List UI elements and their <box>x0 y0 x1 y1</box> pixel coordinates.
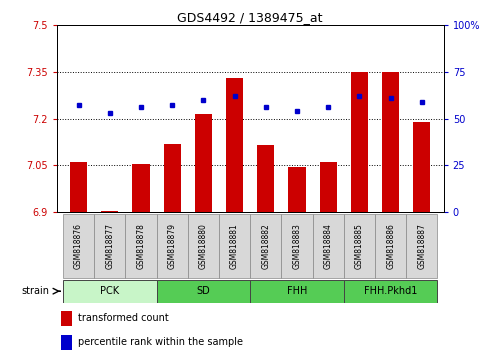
Text: GSM818877: GSM818877 <box>105 223 114 269</box>
Text: GSM818881: GSM818881 <box>230 223 239 269</box>
Text: GSM818879: GSM818879 <box>168 223 176 269</box>
Bar <box>125 214 157 278</box>
Text: SD: SD <box>197 286 210 296</box>
Bar <box>157 280 250 303</box>
Text: GSM818886: GSM818886 <box>386 223 395 269</box>
Bar <box>250 280 344 303</box>
Text: GSM818884: GSM818884 <box>324 223 333 269</box>
Text: GSM818882: GSM818882 <box>261 223 270 269</box>
Bar <box>313 214 344 278</box>
Bar <box>101 211 118 212</box>
Bar <box>382 72 399 212</box>
Title: GDS4492 / 1389475_at: GDS4492 / 1389475_at <box>177 11 323 24</box>
Bar <box>164 144 181 212</box>
Bar <box>282 214 313 278</box>
Bar <box>219 214 250 278</box>
Bar <box>133 164 149 212</box>
Text: transformed count: transformed count <box>78 313 169 323</box>
Bar <box>94 214 125 278</box>
Text: PCK: PCK <box>100 286 119 296</box>
Bar <box>319 162 337 212</box>
Text: GSM818887: GSM818887 <box>418 223 426 269</box>
Bar <box>257 145 275 212</box>
Text: GSM818878: GSM818878 <box>137 223 145 269</box>
Bar <box>406 214 437 278</box>
Text: percentile rank within the sample: percentile rank within the sample <box>78 337 243 347</box>
Text: FHH.Pkhd1: FHH.Pkhd1 <box>364 286 418 296</box>
Bar <box>195 114 212 212</box>
Text: GSM818880: GSM818880 <box>199 223 208 269</box>
Bar <box>63 280 157 303</box>
Bar <box>375 214 406 278</box>
Bar <box>61 311 72 326</box>
Bar <box>70 162 87 212</box>
Bar <box>250 214 282 278</box>
Bar <box>288 167 306 212</box>
Bar <box>413 122 430 212</box>
Bar <box>61 335 72 349</box>
Bar <box>157 214 188 278</box>
Bar <box>351 72 368 212</box>
Text: GSM818876: GSM818876 <box>74 223 83 269</box>
Text: FHH: FHH <box>287 286 307 296</box>
Text: strain: strain <box>21 286 49 296</box>
Text: GSM818883: GSM818883 <box>292 223 302 269</box>
Bar <box>344 214 375 278</box>
Bar <box>188 214 219 278</box>
Bar <box>226 78 243 212</box>
Bar <box>344 280 437 303</box>
Text: GSM818885: GSM818885 <box>355 223 364 269</box>
Bar <box>63 214 94 278</box>
